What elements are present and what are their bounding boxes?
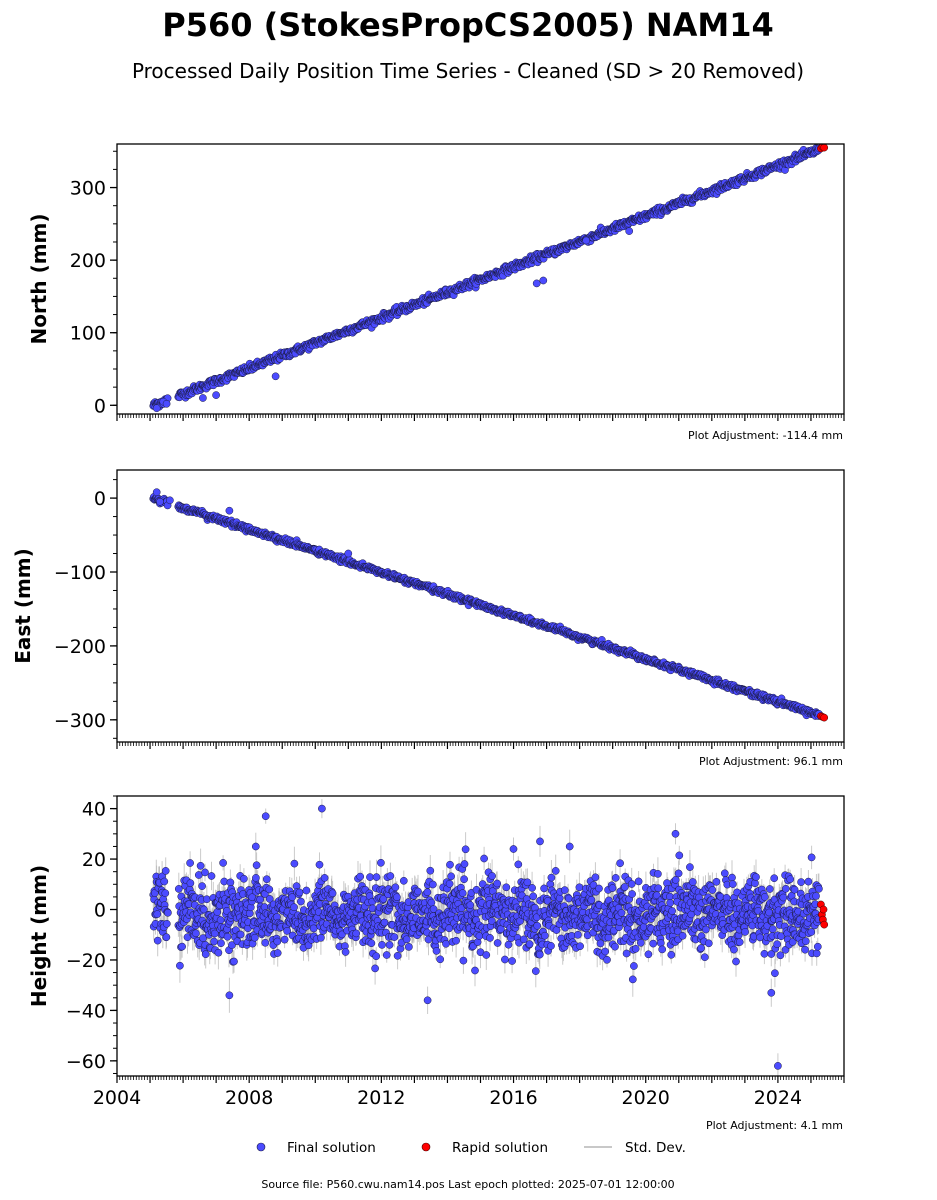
east-rapid-points [817, 712, 829, 722]
north-y-axis: 0 100 200 300 [70, 150, 117, 417]
north-final-point [162, 399, 171, 408]
north-y-tick-label: 100 [70, 323, 106, 345]
east-y-tick-label: −300 [54, 710, 106, 732]
east-final-points [149, 488, 823, 720]
east-final-point [156, 497, 164, 506]
north-final-point [199, 394, 207, 402]
east-y-tick-label: 0 [94, 488, 106, 510]
east-final-point [152, 488, 161, 497]
east-y-tick-label: −100 [54, 562, 106, 584]
east-panel: 0 −100 −200 −300 East (mm) [11, 469, 845, 749]
east-x-axis [116, 742, 845, 749]
north-rapid-points [817, 144, 829, 153]
north-rapid-point [820, 144, 829, 152]
north-y-axis-label: North (mm) [27, 213, 51, 344]
chart-title: P560 (StokesPropCS2005) NAM14 [162, 6, 774, 44]
east-y-tick-label: −200 [54, 636, 106, 658]
north-y-tick-label: 0 [94, 395, 106, 417]
north-final-point [271, 372, 280, 381]
east-final-point [225, 506, 234, 515]
north-panel: 0 100 200 300 North (mm) [27, 143, 845, 421]
north-final-point [152, 404, 161, 413]
north-x-axis [116, 414, 845, 421]
east-plot-area [149, 488, 829, 722]
east-final-point [166, 496, 174, 505]
north-y-tick-label: 300 [70, 178, 106, 200]
east-rapid-point [820, 713, 829, 722]
north-final-points [149, 144, 823, 413]
north-final-point [582, 236, 591, 245]
chart-subtitle: Processed Daily Position Time Series - C… [132, 59, 804, 83]
east-final-point [344, 549, 353, 558]
north-final-point [532, 279, 541, 288]
east-y-axis: 0 −100 −200 −300 [54, 479, 117, 739]
north-final-point [212, 391, 220, 399]
north-y-tick-label: 200 [70, 250, 106, 272]
east-y-axis-label: East (mm) [11, 548, 35, 664]
north-plot-area [149, 144, 829, 413]
north-final-point [625, 227, 634, 235]
north-final-point [539, 276, 548, 285]
